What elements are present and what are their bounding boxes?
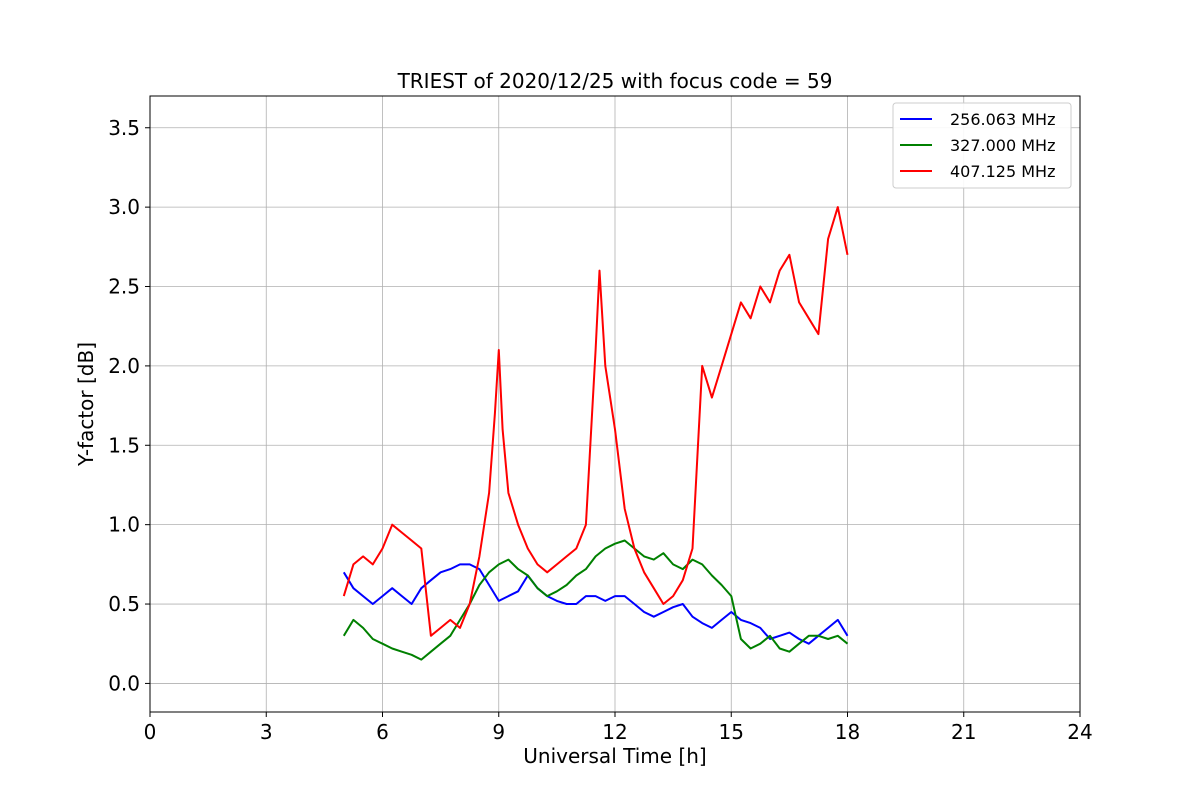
series-line-0	[342, 563, 849, 645]
x-tick-label: 12	[602, 720, 627, 744]
x-tick-label: 6	[376, 720, 389, 744]
series-line-1	[342, 539, 849, 661]
y-tick-label: 3.0	[108, 195, 140, 219]
legend-label-256mhz: 256.063 MHz	[950, 110, 1055, 129]
ticks: 0 3 6 9 12 15 18 21 24 0.0 0.5 1.0 1.5 2.0 2.5 3.0 3.5	[108, 116, 1093, 744]
legend-label-327mhz: 327.000 MHz	[950, 136, 1055, 155]
series-layer	[342, 206, 849, 661]
x-tick-label: 9	[492, 720, 505, 744]
y-tick-label: 2.0	[108, 354, 140, 378]
y-tick-label: 1.0	[108, 513, 140, 537]
y-tick-label: 0.5	[108, 592, 140, 616]
legend-label-407mhz: 407.125 MHz	[950, 162, 1055, 181]
y-tick-label: 0.0	[108, 671, 140, 695]
y-tick-label: 3.5	[108, 116, 140, 140]
chart-title: TRIEST of 2020/12/25 with focus code = 5…	[397, 69, 833, 93]
y-axis-label: Y-factor [dB]	[74, 342, 98, 467]
x-tick-label: 18	[835, 720, 860, 744]
legend: 256.063 MHz 327.000 MHz 407.125 MHz	[892, 102, 1072, 189]
legend-box	[892, 102, 1072, 189]
x-tick-label: 15	[719, 720, 744, 744]
x-tick-label: 3	[260, 720, 273, 744]
x-tick-label: 0	[144, 720, 157, 744]
series-line-2	[342, 206, 849, 637]
grid	[149, 96, 1081, 712]
y-tick-label: 1.5	[108, 433, 140, 457]
x-axis-label: Universal Time [h]	[523, 744, 706, 768]
y-tick-label: 2.5	[108, 275, 140, 299]
x-tick-label: 21	[951, 720, 976, 744]
x-tick-label: 24	[1067, 720, 1092, 744]
